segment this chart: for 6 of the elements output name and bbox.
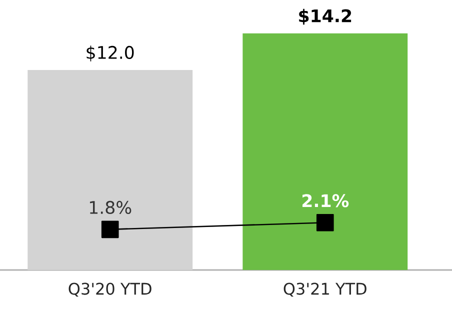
x-tick-label: Q3'20 YTD [68, 282, 152, 297]
data-label: 1.8% [90, 200, 132, 214]
data-label: $14.2 [299, 8, 352, 25]
x-tick-label: Q3'21 YTD [284, 282, 366, 297]
data-label: 2.1% [302, 194, 349, 208]
data-label: $12.0 [86, 46, 134, 62]
